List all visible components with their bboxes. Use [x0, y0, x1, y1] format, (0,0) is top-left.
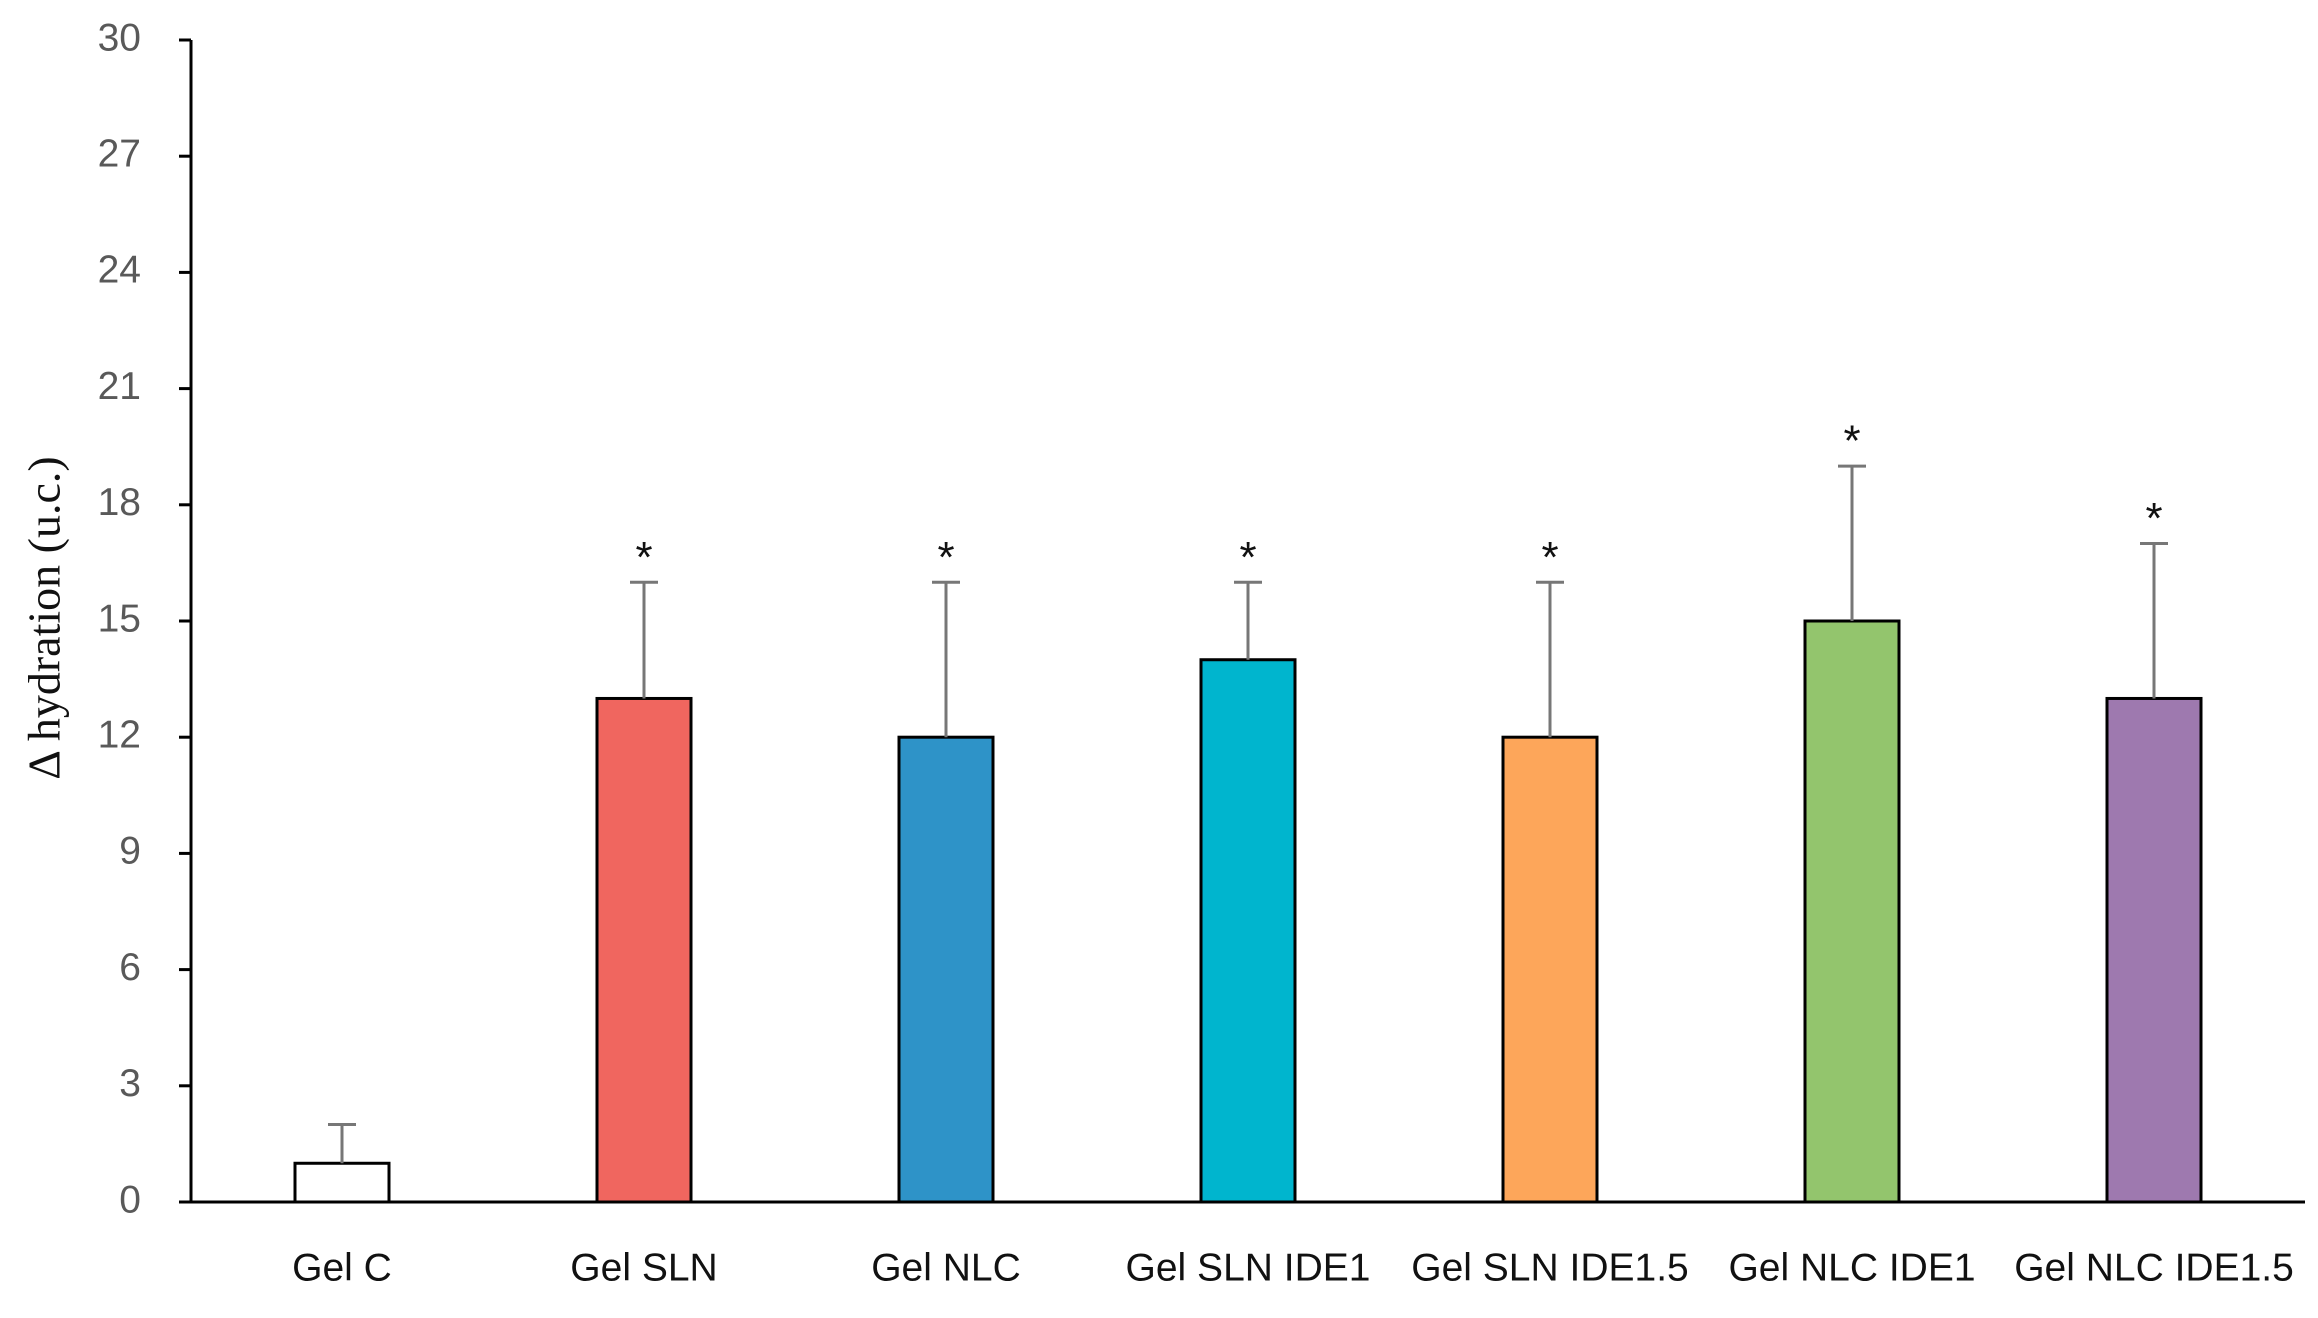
y-tick-label: 0: [119, 1178, 141, 1221]
y-axis-label: Δ hydration (u.c.): [19, 456, 70, 779]
significance-marker: *: [1843, 417, 1860, 466]
x-tick-label: Gel NLC IDE1.5: [2014, 1246, 2294, 1289]
error-bar: [1234, 580, 1262, 660]
significance-marker: *: [1239, 533, 1256, 582]
y-tick-label: 15: [98, 597, 141, 640]
bar: [1501, 735, 1599, 1204]
x-tick-label: Gel SLN IDE1: [1126, 1246, 1371, 1289]
x-tick-label: Gel SLN IDE1.5: [1411, 1246, 1688, 1289]
error-bar: [1838, 464, 1866, 621]
bar: [1199, 658, 1297, 1204]
y-tick-label: 27: [98, 132, 141, 175]
error-bar: [932, 580, 960, 738]
significance-marker: *: [635, 533, 652, 582]
x-tick-label: Gel C: [292, 1246, 392, 1289]
error-bar: [630, 580, 658, 699]
significance-marker: *: [1541, 533, 1558, 582]
error-bar: [1536, 580, 1564, 738]
y-tick-label: 9: [119, 830, 141, 873]
y-tick-label: 6: [119, 946, 141, 989]
y-tick-label: 12: [98, 713, 141, 756]
bar: [1803, 619, 1901, 1204]
x-tick-label: Gel NLC: [871, 1246, 1021, 1289]
y-tick-label: 3: [119, 1062, 141, 1105]
x-tick-label: Gel SLN: [570, 1246, 717, 1289]
x-tick-label: Gel NLC IDE1: [1728, 1246, 1975, 1289]
y-tick-label: 30: [98, 16, 141, 59]
error-bar: [2140, 542, 2168, 699]
error-bar: [328, 1123, 356, 1164]
significance-marker: *: [2145, 494, 2162, 543]
bar: [595, 696, 693, 1204]
bar: [897, 735, 995, 1204]
bar: [293, 1161, 391, 1204]
y-tick-label: 21: [98, 365, 141, 408]
significance-marker: *: [937, 533, 954, 582]
y-tick-label: 18: [98, 481, 141, 524]
y-tick-label: 24: [98, 249, 141, 292]
bar: [2105, 696, 2203, 1204]
